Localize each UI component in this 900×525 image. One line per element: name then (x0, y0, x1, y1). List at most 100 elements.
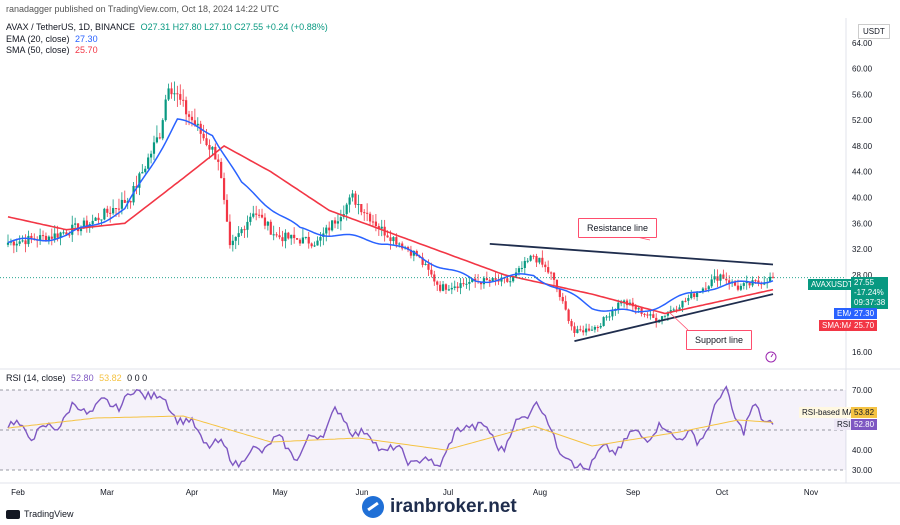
candle (547, 260, 550, 275)
candle (771, 272, 775, 279)
rsi-legend-extra: 0 0 0 (127, 373, 148, 383)
candle-body (663, 315, 667, 317)
sma-tag-label: SMA:MA (819, 320, 857, 331)
candle (147, 153, 150, 170)
price-tick-label: 40.00 (852, 194, 873, 203)
candle-body (465, 283, 468, 285)
candle-body (637, 308, 640, 310)
candle-body (336, 221, 340, 224)
candle-body (205, 138, 208, 145)
candle (552, 272, 556, 286)
candle-body (15, 243, 18, 246)
candle (739, 283, 742, 292)
candle-body (252, 213, 255, 217)
candle-body (27, 235, 30, 245)
candle (366, 203, 369, 222)
sma-legend[interactable]: SMA (50, close) 25.70 (6, 45, 98, 55)
rsi-legend[interactable]: RSI (14, close) 52.80 53.82 0 0 0 (6, 373, 147, 383)
candle (444, 283, 448, 294)
candle-body (412, 251, 415, 256)
candle (441, 280, 445, 292)
candle (587, 323, 591, 332)
price-tick-label: 64.00 (852, 39, 873, 48)
candle (231, 234, 234, 252)
clock-icon-ring (765, 351, 777, 363)
candle-body (325, 227, 328, 234)
candle (258, 209, 261, 219)
candle-body (18, 241, 21, 244)
candle (18, 235, 21, 247)
candle (646, 312, 649, 319)
candle (535, 253, 538, 268)
candle (272, 225, 275, 241)
candle-body (482, 278, 486, 285)
time-tick-label: Mar (100, 488, 114, 497)
candle (237, 226, 240, 246)
candle-body (733, 281, 737, 286)
time-tick-label: Nov (804, 488, 818, 497)
candle (313, 241, 316, 248)
candle-body (608, 316, 611, 318)
candle (605, 314, 608, 321)
candle (208, 139, 211, 159)
candle-body (672, 309, 675, 311)
candle-body (564, 301, 567, 310)
sma-line (7, 145, 774, 315)
resistance-label: Resistance line (578, 218, 658, 238)
candle (582, 325, 585, 336)
candle-body (485, 278, 488, 280)
candle-body (701, 288, 705, 292)
candle-body (582, 330, 585, 333)
candle (263, 213, 267, 230)
rsi-ma-line (7, 415, 774, 451)
candle (255, 205, 258, 221)
candle (622, 299, 626, 308)
symbol-legend[interactable]: AVAX / TetherUS, 1D, BINANCE O27.31 H27.… (6, 22, 328, 32)
ema-legend-label: EMA (20, close) (6, 34, 70, 44)
ema-legend[interactable]: EMA (20, close) 27.30 (6, 34, 98, 44)
currency-label[interactable]: USDT (858, 24, 890, 39)
time-tick-label: Aug (533, 488, 547, 497)
candle (179, 84, 182, 105)
candle-body (295, 238, 299, 240)
rsi-legend-value: 52.80 (71, 373, 94, 383)
candle (617, 299, 620, 314)
candle (576, 325, 579, 334)
candle-body (544, 264, 547, 268)
candle (602, 316, 605, 327)
candle-body (739, 285, 742, 290)
candle (687, 294, 690, 306)
candle (409, 245, 413, 259)
candle (544, 261, 547, 273)
candle (316, 236, 319, 246)
candle-body (161, 120, 164, 139)
candle-body (532, 255, 535, 257)
candle (222, 172, 226, 205)
candle-body (468, 282, 471, 284)
candle (745, 275, 748, 290)
candle-body (269, 221, 272, 235)
candle-body (646, 314, 649, 316)
candle-body (301, 237, 305, 244)
candle-body (103, 208, 106, 220)
candle-body (123, 199, 126, 203)
symbol-title: AVAX / TetherUS, 1D, BINANCE (6, 22, 136, 32)
candle-body (371, 221, 375, 223)
candle (85, 215, 88, 233)
time-axis: Feb Mar Apr May Jun Jul Aug Sep Oct Nov (11, 488, 818, 497)
candle-body (742, 283, 745, 286)
candle (354, 190, 357, 208)
candle-body (436, 281, 439, 285)
candle (725, 272, 728, 286)
candle-body (596, 326, 599, 328)
candle-body (109, 212, 112, 214)
candle-body (444, 284, 448, 290)
candle (430, 262, 433, 278)
candle-body (293, 234, 296, 239)
candle-body (82, 220, 86, 227)
candle-body (363, 212, 366, 214)
candle (94, 216, 97, 221)
tradingview-brand[interactable]: TradingView (6, 509, 74, 519)
candle-body (44, 235, 48, 242)
